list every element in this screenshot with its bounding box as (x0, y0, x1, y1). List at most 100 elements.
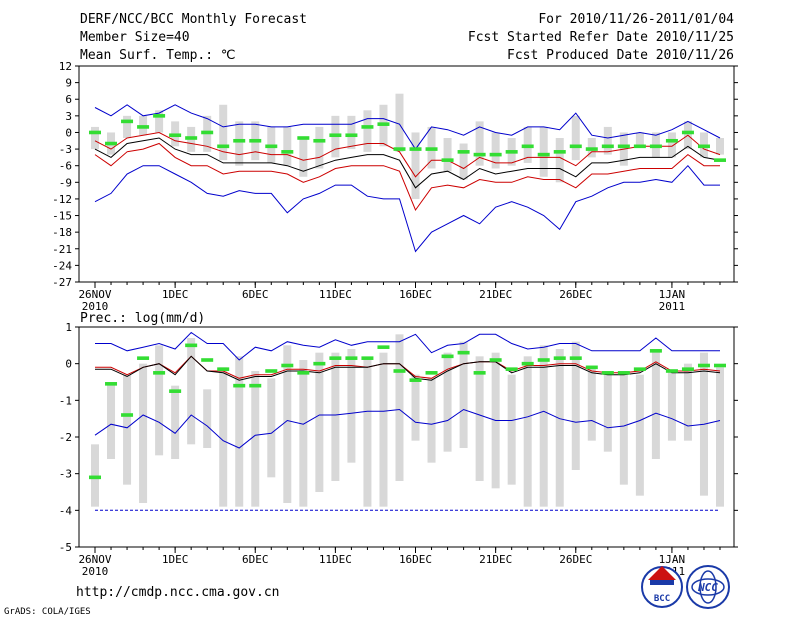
spread-box (203, 389, 212, 448)
x-tick-label: 6DEC (242, 288, 269, 301)
spread-box (459, 341, 468, 448)
observed-marker (121, 119, 134, 124)
y-tick-label: 0 (65, 126, 72, 139)
observed-marker (233, 383, 246, 388)
forecast-start-label: Fcst Started Refer Date 2010/11/25 (468, 30, 734, 45)
series-line-min (94, 408, 721, 449)
observed-marker (217, 367, 230, 371)
observed-marker (297, 371, 310, 375)
observed-marker (521, 361, 534, 366)
spread-box (347, 349, 356, 463)
observed-marker (377, 122, 390, 126)
spread-box (667, 132, 676, 158)
y-tick-label: -21 (52, 243, 72, 256)
observed-marker (377, 345, 390, 349)
y-tick-label: -24 (52, 259, 72, 272)
ncc-logo-text: NCC (697, 581, 718, 594)
spread-box (299, 360, 308, 507)
x-tick-label: 11DEC (319, 553, 352, 566)
source-url: http://cmdp.ncc.cma.gov.cn (76, 585, 280, 600)
y-tick-label: 1 (65, 321, 72, 334)
observed-marker (649, 349, 662, 353)
spread-box (331, 352, 340, 481)
observed-marker (201, 130, 214, 135)
spread-box (363, 360, 372, 507)
series-line-mean (95, 355, 721, 381)
observed-marker (169, 389, 182, 393)
observed-marker (681, 367, 694, 371)
spread-box (635, 374, 644, 496)
observed-marker (313, 361, 326, 366)
observed-marker (425, 147, 438, 151)
spread-box (603, 374, 612, 452)
observed-marker (409, 147, 422, 151)
y-tick-label: -18 (52, 226, 72, 239)
series-line-min (94, 164, 720, 253)
y-tick-label: -9 (59, 176, 72, 189)
spread-box (475, 121, 484, 166)
y-tick-label: -3 (59, 468, 72, 481)
y-tick-label: -1 (59, 394, 72, 407)
spread-box (603, 126, 612, 155)
variable-label: Mean Surf. Temp.: ℃ (80, 48, 235, 63)
spread-box (587, 367, 596, 441)
y-tick-label: -3 (59, 143, 72, 156)
spread-box (347, 115, 356, 150)
observed-marker (169, 133, 182, 138)
spread-box (123, 115, 132, 138)
spread-box (299, 138, 308, 177)
observed-marker (601, 144, 614, 149)
spread-box (155, 345, 164, 456)
observed-marker (361, 125, 374, 129)
x-tick-label: 6DEC (242, 553, 269, 566)
observed-marker (441, 354, 454, 359)
observed-marker (137, 356, 150, 360)
observed-marker (441, 158, 454, 162)
forecast-period-label: For 2010/11/26-2011/01/04 (538, 12, 734, 27)
spread-box (716, 367, 724, 507)
y-tick-label: 6 (65, 93, 72, 106)
spread-box (443, 138, 452, 172)
observed-marker (329, 133, 342, 138)
spread-box (555, 349, 564, 507)
observed-marker (249, 138, 262, 143)
observed-marker (665, 138, 678, 143)
spread-box (235, 121, 244, 166)
x-tick-year-label: 2010 (82, 300, 109, 313)
observed-marker (649, 144, 662, 149)
observed-marker (329, 356, 342, 360)
spread-box (107, 382, 116, 459)
observed-marker (265, 369, 278, 373)
observed-marker (361, 356, 374, 360)
observed-marker (425, 371, 438, 375)
x-tick-label: 16DEC (399, 553, 432, 566)
observed-marker (665, 369, 678, 373)
spread-box (315, 126, 324, 169)
observed-marker (681, 130, 694, 135)
observed-marker (201, 358, 214, 362)
observed-marker (714, 158, 726, 162)
observed-marker (217, 144, 230, 149)
observed-marker (489, 152, 502, 157)
ncc-logo: NCC (686, 565, 730, 609)
spread-box (363, 110, 372, 152)
observed-marker (521, 144, 534, 149)
observed-marker (105, 382, 118, 386)
observed-marker (617, 371, 630, 375)
spread-box (716, 138, 724, 155)
observed-marker (457, 350, 470, 355)
precip-variable-label: Prec.: log(mm/d) (80, 311, 205, 326)
observed-marker (585, 147, 598, 151)
forecast-produced-label: Fcst Produced Date 2010/11/26 (507, 48, 734, 63)
observed-marker (185, 343, 198, 348)
observed-marker (569, 144, 582, 149)
y-tick-label: 9 (65, 77, 72, 90)
observed-marker (537, 358, 550, 362)
spread-box (251, 371, 260, 507)
spread-box (683, 363, 692, 441)
spread-box (283, 345, 292, 503)
observed-marker (185, 136, 198, 140)
x-tick-label: 21DEC (479, 553, 512, 566)
